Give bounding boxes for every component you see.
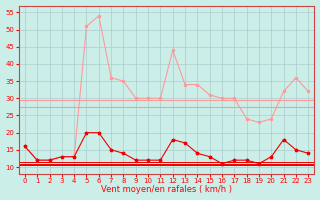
- X-axis label: Vent moyen/en rafales ( km/h ): Vent moyen/en rafales ( km/h ): [101, 185, 232, 194]
